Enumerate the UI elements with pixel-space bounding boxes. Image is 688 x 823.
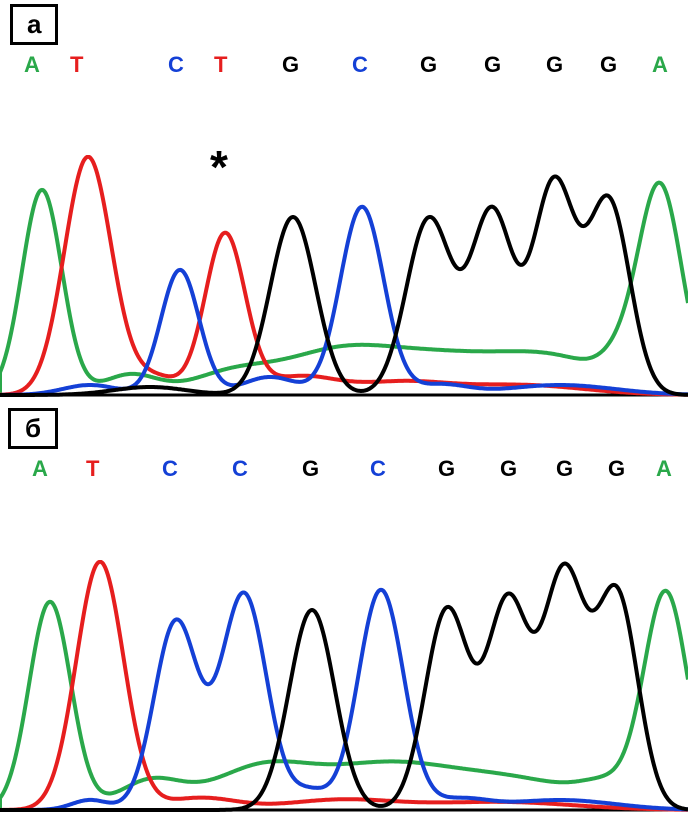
trace-C	[0, 207, 688, 395]
base-call-C: C	[232, 456, 248, 482]
base-call-A: A	[656, 456, 672, 482]
panel-b-chromatogram	[0, 560, 688, 816]
base-call-T: T	[86, 456, 99, 482]
base-call-C: C	[162, 456, 178, 482]
panel-b-label: б	[8, 408, 58, 449]
chromatogram-figure: { "figure": { "width": 688, "height": 82…	[0, 0, 688, 823]
base-call-T: T	[214, 52, 227, 78]
trace-C	[0, 590, 688, 810]
base-call-G: G	[484, 52, 501, 78]
panel-a-label: а	[10, 4, 58, 45]
base-call-C: C	[352, 52, 368, 78]
base-call-G: G	[608, 456, 625, 482]
trace-A	[0, 591, 688, 810]
trace-G	[0, 564, 688, 811]
base-call-G: G	[302, 456, 319, 482]
base-call-G: G	[282, 52, 299, 78]
base-call-C: C	[370, 456, 386, 482]
base-call-A: A	[652, 52, 668, 78]
base-call-T: T	[70, 52, 83, 78]
base-call-C: C	[168, 52, 184, 78]
base-call-A: A	[32, 456, 48, 482]
base-call-G: G	[556, 456, 573, 482]
base-call-G: G	[546, 52, 563, 78]
base-call-A: A	[24, 52, 40, 78]
trace-A	[0, 183, 688, 395]
panel-a-bases: ATCTGCGGGGA	[0, 52, 688, 82]
base-call-G: G	[600, 52, 617, 78]
base-call-G: G	[420, 52, 437, 78]
base-call-G: G	[438, 456, 455, 482]
panel-a-chromatogram	[0, 155, 688, 401]
panel-b-bases: ATCCGCGGGGA	[0, 456, 688, 486]
base-call-G: G	[500, 456, 517, 482]
